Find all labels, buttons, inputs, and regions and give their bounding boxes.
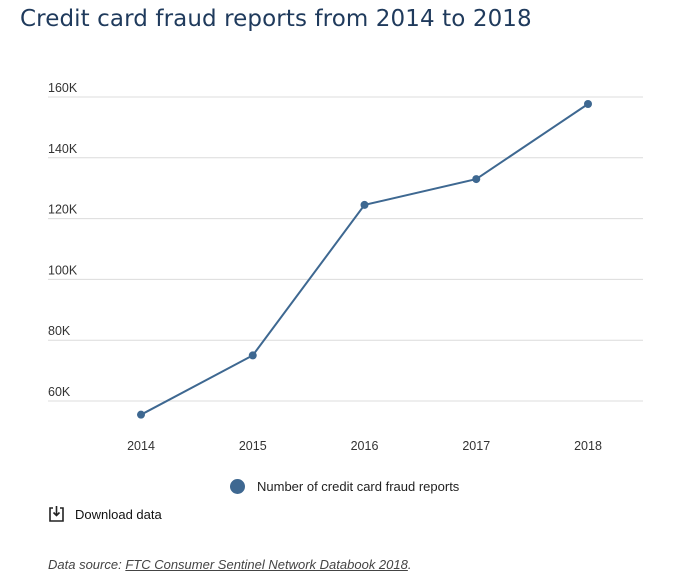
- legend-label: Number of credit card fraud reports: [257, 478, 460, 494]
- series-line: [140, 103, 589, 416]
- source-suffix: .: [407, 557, 412, 572]
- chart-title: Credit card fraud reports from 2014 to 2…: [20, 6, 532, 32]
- x-tick-label: 2014: [127, 439, 155, 453]
- x-tick-label: 2015: [239, 439, 267, 453]
- y-tick-label: 100K: [48, 263, 78, 277]
- series-layer: [137, 99, 592, 419]
- data-point[interactable]: [137, 410, 145, 419]
- x-tick-label: 2017: [462, 439, 490, 453]
- data-source-note: Data source: FTC Consumer Sentinel Netwo…: [48, 557, 411, 572]
- y-tick-label: 160K: [48, 81, 78, 95]
- data-point[interactable]: [248, 351, 257, 360]
- x-axis-ticks: 2014 2015 2016 2017 2018: [127, 439, 602, 453]
- x-tick-label: 2018: [574, 439, 602, 453]
- data-point[interactable]: [584, 99, 592, 108]
- y-tick-label: 140K: [48, 142, 78, 156]
- y-axis-ticks: 60K 80K 100K 120K 140K 160K: [48, 81, 78, 399]
- x-tick-label: 2016: [351, 439, 379, 453]
- legend-swatch: [230, 478, 245, 494]
- download-label: Download data: [75, 506, 162, 522]
- data-point[interactable]: [472, 175, 481, 184]
- grid-lines: [48, 96, 643, 402]
- y-tick-label: 60K: [48, 385, 71, 399]
- source-prefix: Data source:: [48, 557, 126, 572]
- data-point[interactable]: [360, 200, 369, 209]
- y-tick-label: 120K: [48, 203, 78, 217]
- source-link[interactable]: FTC Consumer Sentinel Network Databook 2…: [125, 557, 408, 572]
- y-tick-label: 80K: [48, 324, 71, 338]
- download-icon: [49, 506, 64, 522]
- download-data-button[interactable]: Download data: [48, 505, 162, 523]
- chart-legend: Number of credit card fraud reports: [230, 476, 459, 496]
